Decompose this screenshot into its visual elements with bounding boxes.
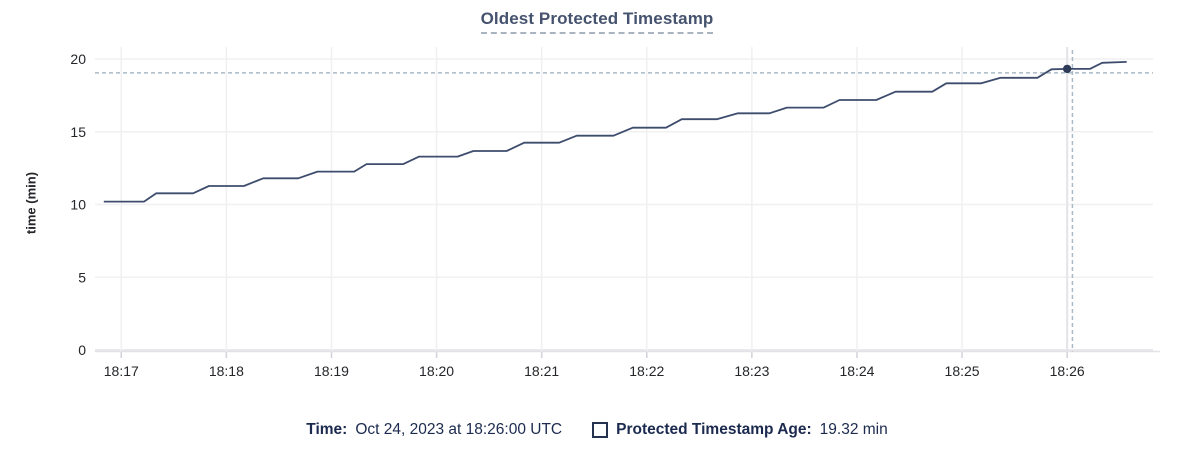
x-tick-label: 18:18 (209, 363, 244, 379)
legend-time-label: Time: (306, 421, 348, 438)
x-tick-label: 18:24 (839, 363, 874, 379)
legend-time: Time: Oct 24, 2023 at 18:26:00 UTC (306, 421, 562, 439)
legend-time-value: Oct 24, 2023 at 18:26:00 UTC (355, 421, 563, 438)
y-tick-label: 20 (70, 51, 86, 67)
y-tick-label: 5 (78, 269, 86, 285)
series-line[interactable] (103, 61, 1127, 203)
timeseries-plot[interactable]: 0 5 10 15 20 18:17 18:18 18:19 18:20 18:21 18:22 18… (0, 0, 1194, 410)
y-tick-label: 10 (70, 197, 86, 213)
x-tick-label: 18:17 (104, 363, 139, 379)
x-tick-label: 18:22 (629, 363, 664, 379)
legend-series-toggle[interactable]: Protected Timestamp Age: 19.32 min (592, 421, 888, 439)
hover-point (1062, 64, 1072, 74)
y-tick-label: 15 (70, 124, 86, 140)
legend-series-value: 19.32 min (819, 421, 888, 438)
x-tick-label: 18:25 (945, 363, 980, 379)
y-tick-label: 0 (78, 342, 86, 358)
x-tick-label: 18:26 (1050, 363, 1085, 379)
chart-title-row: Oldest Protected Timestamp (0, 9, 1194, 34)
x-tick-label: 18:20 (419, 363, 454, 379)
legend-series-label: Protected Timestamp Age: (616, 421, 812, 438)
x-tick-label: 18:21 (524, 363, 559, 379)
chart-legend: Time: Oct 24, 2023 at 18:26:00 UTC Prote… (0, 421, 1194, 439)
x-tick-label: 18:23 (734, 363, 769, 379)
x-tick-label: 18:19 (314, 363, 349, 379)
series-swatch-icon[interactable] (592, 422, 609, 438)
chart-title[interactable]: Oldest Protected Timestamp (480, 9, 714, 34)
